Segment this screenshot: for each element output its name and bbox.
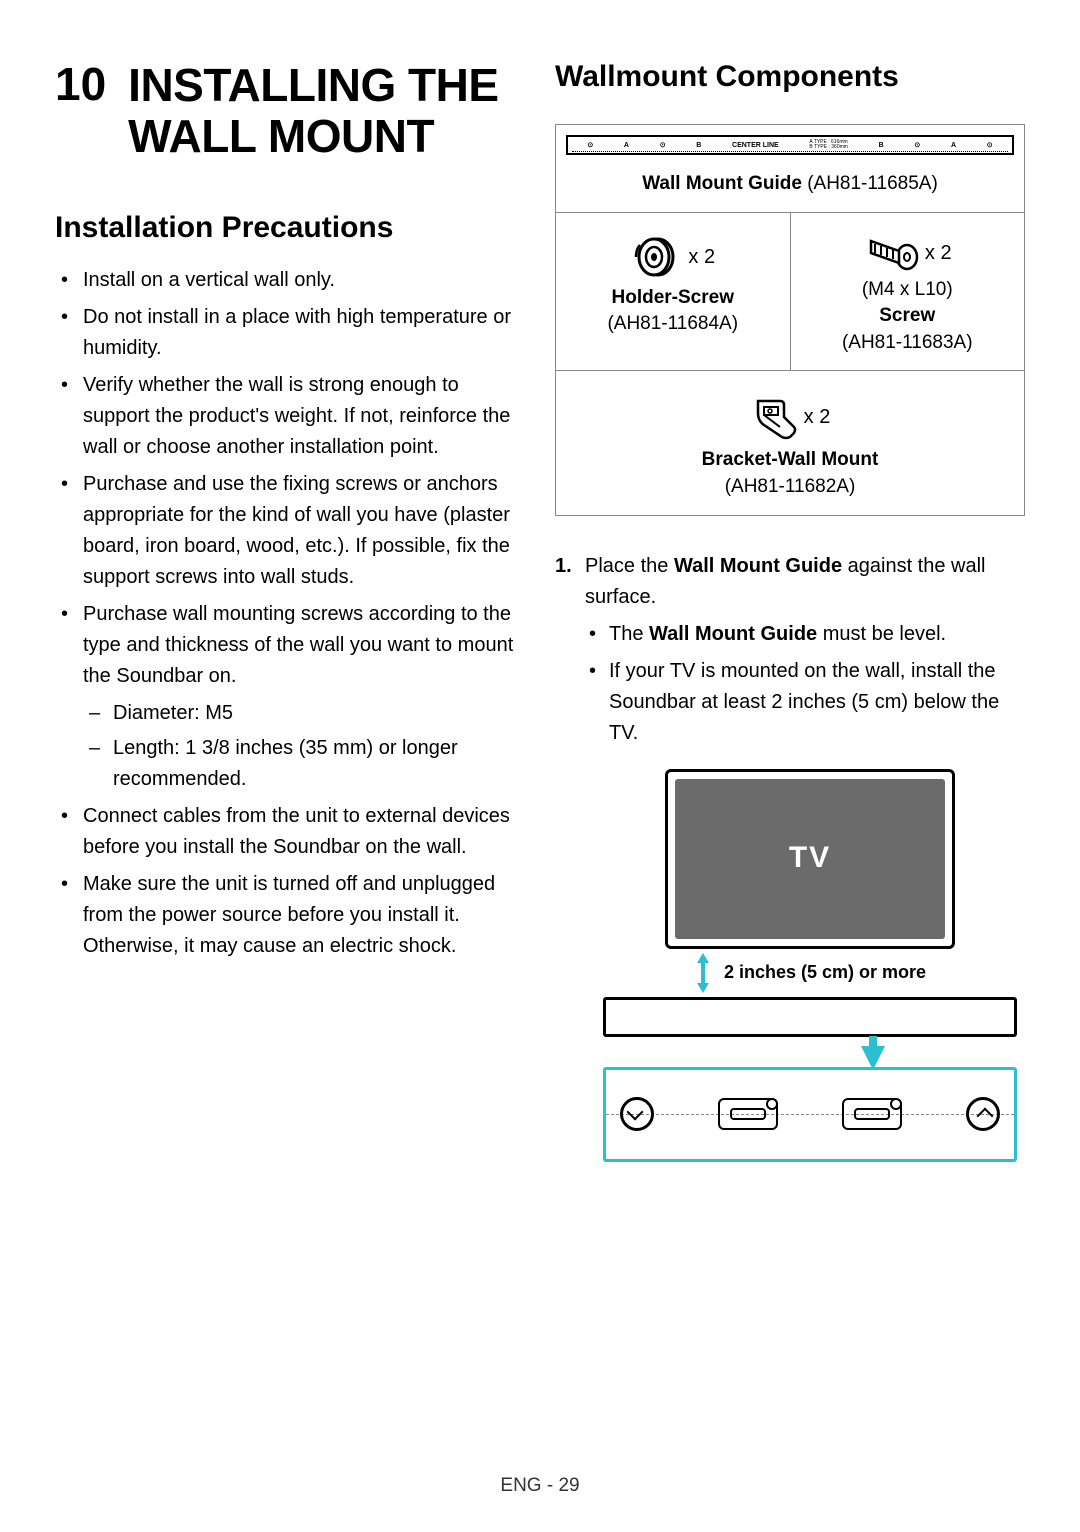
- bracket-qty: x 2: [804, 403, 831, 431]
- tv-spacing-diagram: TV 2 inches (5 cm) or more: [585, 769, 1025, 1162]
- chapter-header: 10 INSTALLING THE WALL MOUNT: [55, 60, 525, 161]
- step-1: Place the Wall Mount Guide against the w…: [585, 551, 1025, 1162]
- component-guide-caption: Wall Mount Guide (AH81-11685A): [556, 161, 1024, 212]
- bracket-part: (AH81-11682A): [564, 474, 1016, 501]
- screw-name: Screw: [879, 305, 935, 326]
- guide-name: Wall Mount Guide: [642, 173, 802, 194]
- component-row-holder-screw: x 2 Holder-Screw (AH81-11684A) x 2: [556, 213, 1024, 372]
- step1-pre: Place the: [585, 555, 674, 577]
- holder-qty: x 2: [688, 243, 715, 271]
- guide-marker-a2: A: [951, 142, 956, 149]
- double-arrow-icon: [694, 953, 712, 993]
- component-row-bracket: x 2 Bracket-Wall Mount (AH81-11682A): [556, 371, 1024, 514]
- holder-part: (AH81-11684A): [564, 311, 782, 338]
- precaution-item: Make sure the unit is turned off and unp…: [83, 869, 525, 962]
- component-holder: x 2 Holder-Screw (AH81-11684A): [556, 213, 791, 371]
- step1-bullet-1: The Wall Mount Guide must be level.: [609, 619, 1025, 650]
- precautions-heading: Installation Precautions: [55, 211, 525, 245]
- precautions-list: Install on a vertical wall only. Do not …: [55, 265, 525, 962]
- precaution-item: Purchase and use the fixing screws or an…: [83, 469, 525, 593]
- guide-marker-a: A: [624, 142, 629, 149]
- screw-qty: x 2: [925, 239, 952, 267]
- precaution-item: Connect cables from the unit to external…: [83, 801, 525, 863]
- guide-marker-b2: B: [879, 142, 884, 149]
- component-screw: x 2 (M4 x L10) Screw (AH81-11683A): [791, 213, 1025, 371]
- holder-screw-icon: x 2: [564, 223, 782, 285]
- chapter-title: INSTALLING THE WALL MOUNT: [128, 60, 525, 161]
- precaution-text: Purchase wall mounting screws according …: [83, 603, 513, 687]
- precaution-item: Verify whether the wall is strong enough…: [83, 370, 525, 463]
- wall-mount-guide-icon: ⊙ A ⊙ B CENTER LINE A TYPE : 616mm B TYP…: [566, 135, 1014, 155]
- precaution-item: Do not install in a place with high temp…: [83, 302, 525, 364]
- guide-template-diagram: [603, 1067, 1017, 1162]
- screw-icon: x 2: [799, 223, 1017, 277]
- bracket-name: Bracket-Wall Mount: [702, 449, 879, 470]
- guide-slot-icon: [718, 1098, 778, 1130]
- components-grid: ⊙ A ⊙ B CENTER LINE A TYPE : 616mm B TYP…: [555, 124, 1025, 516]
- components-heading: Wallmount Components: [555, 60, 1025, 94]
- chapter-number: 10: [55, 60, 106, 108]
- tv-label: TV: [789, 835, 831, 882]
- screw-spec-list: Diameter: M5 Length: 1 3/8 inches (35 mm…: [83, 698, 525, 795]
- tv-outline: TV: [665, 769, 955, 949]
- guide-type-b: B TYPE : 360mm: [809, 144, 848, 150]
- guide-hole-right-icon: [966, 1097, 1000, 1131]
- pointer-arrow-icon: [859, 1036, 887, 1070]
- step1-bold: Wall Mount Guide: [674, 555, 842, 577]
- screw-part: (AH81-11683A): [799, 330, 1017, 357]
- screw-spec: Diameter: M5: [113, 698, 525, 729]
- gap-indicator: 2 inches (5 cm) or more: [595, 953, 1025, 993]
- gap-label: 2 inches (5 cm) or more: [724, 959, 926, 987]
- component-row-guide: ⊙ A ⊙ B CENTER LINE A TYPE : 616mm B TYP…: [556, 135, 1024, 213]
- screw-spec: (M4 x L10): [799, 277, 1017, 304]
- soundbar-outline: [603, 997, 1017, 1037]
- page-footer: ENG - 29: [0, 1475, 1080, 1497]
- guide-part: (AH81-11685A): [807, 173, 938, 194]
- guide-slot-icon: [842, 1098, 902, 1130]
- guide-marker-center: CENTER LINE: [732, 142, 779, 149]
- bracket-icon: x 2: [564, 381, 1016, 447]
- guide-marker-b: B: [696, 142, 701, 149]
- tv-screen: TV: [675, 779, 945, 939]
- step1-bullets: The Wall Mount Guide must be level. If y…: [585, 619, 1025, 749]
- holder-name: Holder-Screw: [612, 287, 734, 308]
- component-bracket: x 2 Bracket-Wall Mount (AH81-11682A): [556, 371, 1024, 514]
- step1-bullet-2: If your TV is mounted on the wall, insta…: [609, 656, 1025, 749]
- b1-bold: Wall Mount Guide: [649, 623, 817, 645]
- installation-steps: Place the Wall Mount Guide against the w…: [555, 551, 1025, 1162]
- b1-post: must be level.: [817, 623, 946, 645]
- b1-pre: The: [609, 623, 649, 645]
- precaution-item: Purchase wall mounting screws according …: [83, 599, 525, 795]
- precaution-item: Install on a vertical wall only.: [83, 265, 525, 296]
- screw-spec: Length: 1 3/8 inches (35 mm) or longer r…: [113, 733, 525, 795]
- guide-hole-left-icon: [620, 1097, 654, 1131]
